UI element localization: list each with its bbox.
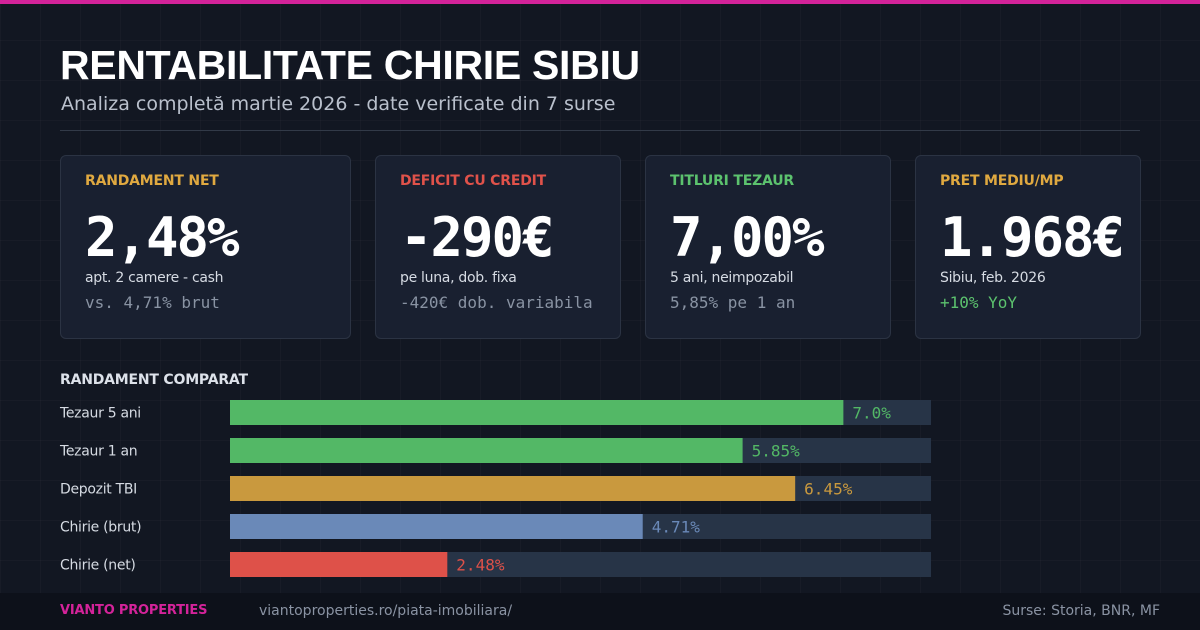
card-label: RANDAMENT NET [85, 173, 219, 189]
card-avg-price: PRET MEDIU/MP 1.968€ Sibiu, feb. 2026 +1… [915, 155, 1141, 339]
card-label: TITLURI TEZAUR [670, 173, 794, 189]
card-value: 7,00% [670, 206, 825, 269]
bar-value-label: 6.45% [804, 480, 853, 499]
bar-value-label: 7.0% [852, 404, 891, 423]
bar [230, 552, 448, 577]
yield-comparison-chart: Tezaur 5 ani 7.0% Tezaur 1 an 5.85% Depozit … [59, 400, 931, 577]
card-subtext: Sibiu, feb. 2026 [940, 270, 1046, 286]
card-value: 2,48% [85, 206, 240, 269]
chart-title: RANDAMENT COMPARAT [60, 372, 248, 388]
card-subtext: apt. 2 camere - cash [85, 270, 224, 286]
top-accent-bar [0, 0, 1200, 4]
bar [230, 514, 643, 539]
bar-value-label: 5.85% [752, 442, 801, 461]
card-treasury-bonds: TITLURI TEZAUR 7,00% 5 ani, neimpozabil … [645, 155, 891, 339]
bar [230, 400, 844, 425]
card-note: 5,85% pe 1 an [670, 293, 796, 312]
category-label: Chirie (brut) [60, 520, 141, 536]
header-divider [60, 130, 1140, 131]
footer-url[interactable]: viantoproperties.ro/piata-imobiliara/ [259, 603, 513, 619]
card-subtext: pe luna, dob. fixa [400, 270, 517, 286]
bar [230, 476, 796, 501]
card-label: PRET MEDIU/MP [940, 173, 1064, 189]
bar [230, 438, 743, 463]
card-note: -420€ dob. variabila [400, 293, 593, 312]
footer-sources: Surse: Storia, BNR, MF [1002, 603, 1161, 619]
category-label: Tezaur 1 an [59, 444, 137, 460]
bar-value-label: 2.48% [456, 556, 505, 575]
bar-value-label: 4.71% [652, 518, 701, 537]
category-label: Depozit TBI [60, 482, 137, 498]
card-note: +10% YoY [940, 293, 1018, 312]
page-subtitle: Analiza completă martie 2026 - date veri… [61, 93, 616, 115]
card-credit-deficit: DEFICIT CU CREDIT -290€ pe luna, dob. fi… [375, 155, 621, 339]
card-note: vs. 4,71% brut [85, 293, 220, 312]
card-label: DEFICIT CU CREDIT [400, 173, 546, 189]
category-label: Tezaur 5 ani [59, 406, 141, 422]
card-value: -290€ [400, 206, 555, 269]
footer: VIANTO PROPERTIES viantoproperties.ro/pi… [0, 593, 1200, 630]
card-value: 1.968€ [940, 206, 1125, 269]
page-title: RENTABILITATE CHIRIE SIBIU [60, 42, 640, 88]
card-net-yield: RANDAMENT NET 2,48% apt. 2 camere - cash… [60, 155, 351, 339]
category-label: Chirie (net) [60, 558, 136, 574]
brand-name: VIANTO PROPERTIES [60, 603, 208, 618]
card-subtext: 5 ani, neimpozabil [670, 270, 794, 286]
